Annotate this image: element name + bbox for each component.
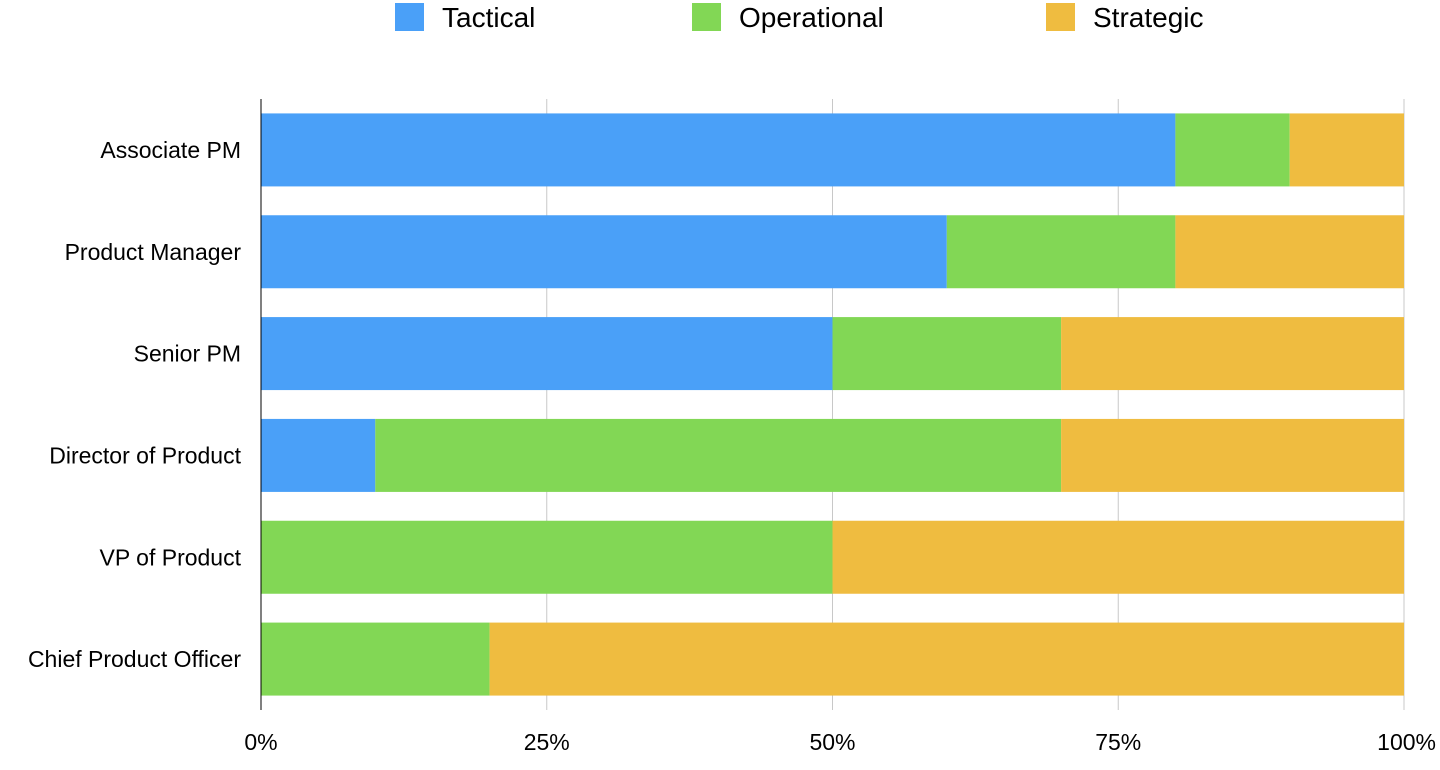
bar-associate-pm-operational bbox=[1175, 113, 1290, 187]
bar-vp-of-product-strategic bbox=[832, 520, 1404, 594]
bar-director-of-product-strategic bbox=[1061, 418, 1404, 492]
x-tick-label-25: 25% bbox=[524, 729, 570, 755]
bar-product-manager-tactical bbox=[261, 215, 947, 289]
category-labels: Associate PM Product Manager Senior PM Dire… bbox=[28, 137, 242, 672]
bar-associate-pm-tactical bbox=[261, 113, 1176, 187]
legend-swatch-operational bbox=[692, 3, 721, 31]
bars bbox=[261, 113, 1405, 696]
category-label-associate-pm: Associate PM bbox=[100, 137, 241, 163]
bar-vp-of-product-operational bbox=[261, 520, 833, 594]
bar-product-manager-operational bbox=[946, 215, 1176, 289]
bar-chief-product-officer-strategic bbox=[489, 622, 1405, 696]
bar-associate-pm-strategic bbox=[1289, 113, 1404, 187]
bar-senior-pm-tactical bbox=[261, 317, 833, 391]
bar-senior-pm-operational bbox=[832, 317, 1062, 391]
legend-label-tactical: Tactical bbox=[442, 2, 535, 33]
bar-chief-product-officer-operational bbox=[261, 622, 490, 696]
x-tick-label-75: 75% bbox=[1095, 729, 1141, 755]
x-tick-labels: 0% 25% 50% 75% 100% bbox=[244, 729, 1436, 755]
x-tick-label-0: 0% bbox=[244, 729, 277, 755]
bar-director-of-product-operational bbox=[375, 418, 1062, 492]
legend-swatch-tactical bbox=[395, 3, 424, 31]
x-tick-label-50: 50% bbox=[809, 729, 855, 755]
category-label-senior-pm: Senior PM bbox=[134, 341, 241, 367]
gridlines bbox=[546, 99, 1405, 710]
bar-product-manager-strategic bbox=[1175, 215, 1404, 289]
legend-label-operational: Operational bbox=[739, 2, 884, 33]
category-label-chief-product-officer: Chief Product Officer bbox=[28, 646, 241, 672]
legend-swatch-strategic bbox=[1046, 3, 1075, 31]
bar-senior-pm-strategic bbox=[1061, 317, 1404, 391]
category-label-director-of-product: Director of Product bbox=[49, 442, 241, 468]
legend: Tactical Operational Strategic bbox=[395, 2, 1204, 33]
bar-director-of-product-tactical bbox=[261, 418, 376, 492]
x-tick-label-100: 100% bbox=[1377, 729, 1436, 755]
legend-label-strategic: Strategic bbox=[1093, 2, 1204, 33]
category-label-product-manager: Product Manager bbox=[65, 239, 242, 265]
category-label-vp-of-product: VP of Product bbox=[100, 544, 242, 570]
